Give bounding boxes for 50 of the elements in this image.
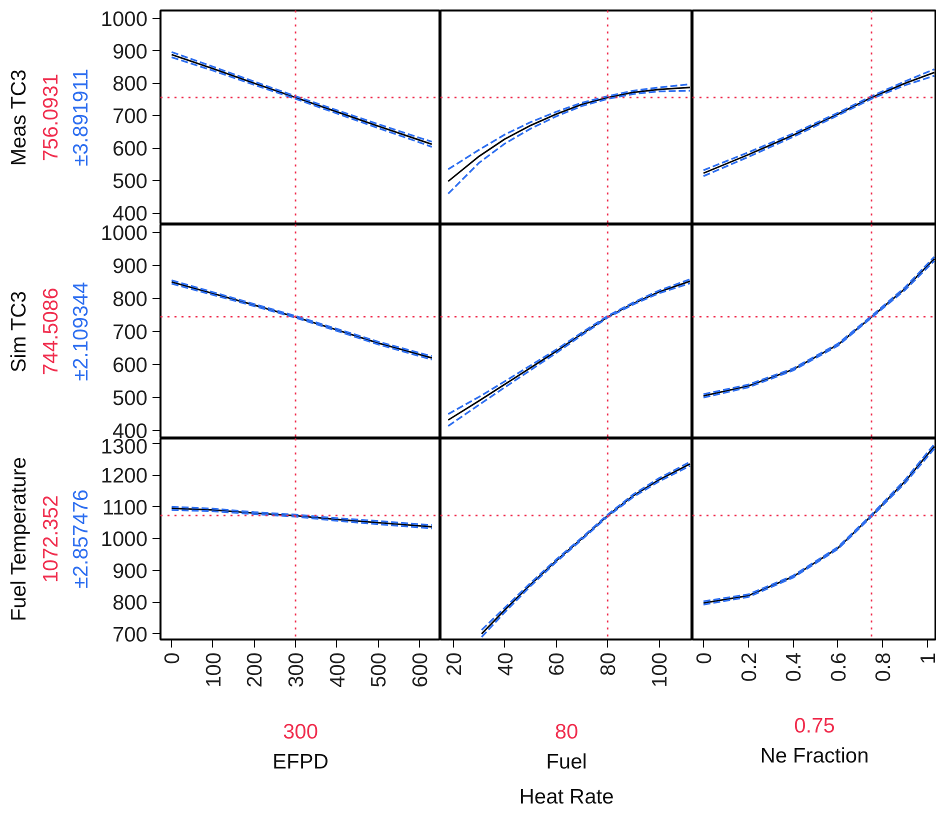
x-tick-label: 20: [442, 652, 466, 676]
ref-line-label: 0.75: [794, 714, 835, 738]
y-tick-label: 1000: [100, 528, 148, 552]
text: ±2.109344: [70, 282, 92, 382]
y-tick-label: 600: [112, 354, 148, 378]
x-tick-label: 80: [597, 652, 620, 676]
text: ±3.891911: [70, 68, 92, 166]
y-tick-label: 800: [112, 288, 148, 311]
x-tick-label: 0: [692, 652, 716, 664]
ref-line-label: 744.5086: [40, 288, 62, 376]
y-axis-title: Sim TC3: [8, 291, 30, 372]
y-tick-label: 1200: [100, 464, 148, 488]
x-tick-label: 0.6: [827, 652, 850, 682]
x-tick-label: 60: [546, 652, 569, 676]
text: ±2.857476: [70, 489, 92, 589]
x-tick-label: 40: [494, 652, 518, 676]
y-tick-label: 800: [112, 72, 148, 96]
y-axis-title: Fuel Temperature: [8, 457, 30, 622]
y-tick-label: 900: [112, 560, 148, 583]
y-tick-label: 700: [112, 321, 148, 344]
x-tick-label: 300: [285, 652, 308, 688]
y-tick-label: 500: [112, 170, 148, 194]
y-tick-label: 800: [112, 592, 148, 615]
x-tick-label: 0.2: [738, 652, 761, 682]
x-tick-label: 0.4: [782, 652, 806, 682]
ref-line-label: 1072.352: [40, 495, 62, 583]
ref-line-label: 80: [554, 720, 578, 744]
y-tick-label: 1100: [102, 496, 148, 520]
x-tick-label: 100: [202, 652, 226, 688]
x-tick-label: 0.8: [872, 652, 896, 682]
y-axis-title: Meas TC3: [8, 69, 30, 166]
x-tick-label: 0: [161, 652, 184, 664]
x-tick-label: 600: [408, 652, 432, 688]
y-tick-label: 600: [112, 138, 148, 161]
x-axis-title: EFPD: [272, 750, 329, 774]
x-tick-label: 200: [244, 652, 267, 688]
y-tick-label: 900: [112, 40, 148, 64]
x-tick-label: 1: [917, 652, 936, 664]
ref-line-label: 300: [282, 720, 318, 744]
y-tick-label: 1000: [100, 8, 148, 31]
x-tick-label: 400: [326, 652, 350, 688]
y-tick-label: 900: [112, 254, 148, 278]
y-tick-label: 700: [112, 623, 148, 646]
y-tick-label: 700: [112, 105, 148, 128]
x-tick-label: 100: [648, 652, 672, 688]
x-axis-title: Fuel Heat Rate: [519, 750, 614, 808]
x-tick-label: 500: [368, 652, 391, 688]
x-axis-title: Ne Fraction: [760, 744, 869, 768]
ref-line-label: 756.0931: [40, 74, 62, 162]
y-tick-label: 500: [112, 387, 148, 410]
